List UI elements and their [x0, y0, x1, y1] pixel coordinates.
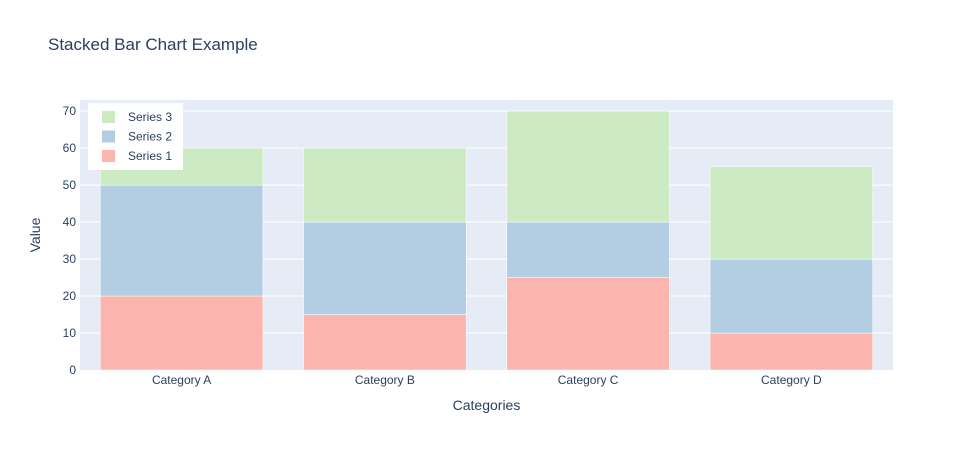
- legend[interactable]: Series 3 Series 2 Series 1: [88, 103, 183, 170]
- legend-label: Series 3: [128, 110, 172, 124]
- bar-2-1[interactable]: [100, 184, 264, 297]
- legend-item[interactable]: Series 3: [102, 110, 172, 124]
- y-axis-title: Value: [27, 217, 43, 252]
- bar-1-2[interactable]: [303, 314, 467, 371]
- bars: [100, 110, 873, 371]
- x-axis-title: Categories: [453, 397, 521, 413]
- bar-1-1[interactable]: [100, 295, 264, 371]
- x-tick-label: Category D: [761, 373, 822, 387]
- bar-2-2[interactable]: [303, 221, 467, 315]
- y-tick-label: 0: [69, 363, 76, 377]
- x-tick-label: Category C: [558, 373, 619, 387]
- legend-swatch: [102, 111, 115, 123]
- x-tick-label: Category B: [355, 373, 415, 387]
- y-axis: 0 10 20 30 40 50 60 70: [63, 104, 77, 377]
- y-tick-label: 70: [63, 104, 77, 118]
- legend-label: Series 1: [128, 149, 172, 163]
- chart-title: Stacked Bar Chart Example: [48, 35, 258, 54]
- y-tick-label: 60: [63, 141, 77, 155]
- x-axis: Category A Category B Category C Category D: [152, 373, 822, 387]
- legend-label: Series 2: [128, 130, 172, 144]
- bar-1-4[interactable]: [709, 332, 873, 371]
- bar-2-3[interactable]: [506, 221, 670, 278]
- x-tick-label: Category A: [152, 373, 211, 387]
- y-tick-label: 10: [63, 326, 77, 340]
- bar-3-4[interactable]: [709, 166, 873, 260]
- y-tick-label: 40: [63, 215, 77, 229]
- y-tick-label: 20: [63, 289, 77, 303]
- legend-item[interactable]: Series 2: [102, 130, 172, 144]
- y-tick-label: 50: [63, 178, 77, 192]
- bar-2-4[interactable]: [709, 258, 873, 334]
- legend-swatch: [102, 150, 115, 162]
- legend-item[interactable]: Series 1: [102, 149, 172, 163]
- bar-3-2[interactable]: [303, 147, 467, 223]
- bar-3-3[interactable]: [506, 110, 670, 223]
- bar-1-3[interactable]: [506, 277, 670, 371]
- y-tick-label: 30: [63, 252, 77, 266]
- legend-swatch: [102, 130, 115, 143]
